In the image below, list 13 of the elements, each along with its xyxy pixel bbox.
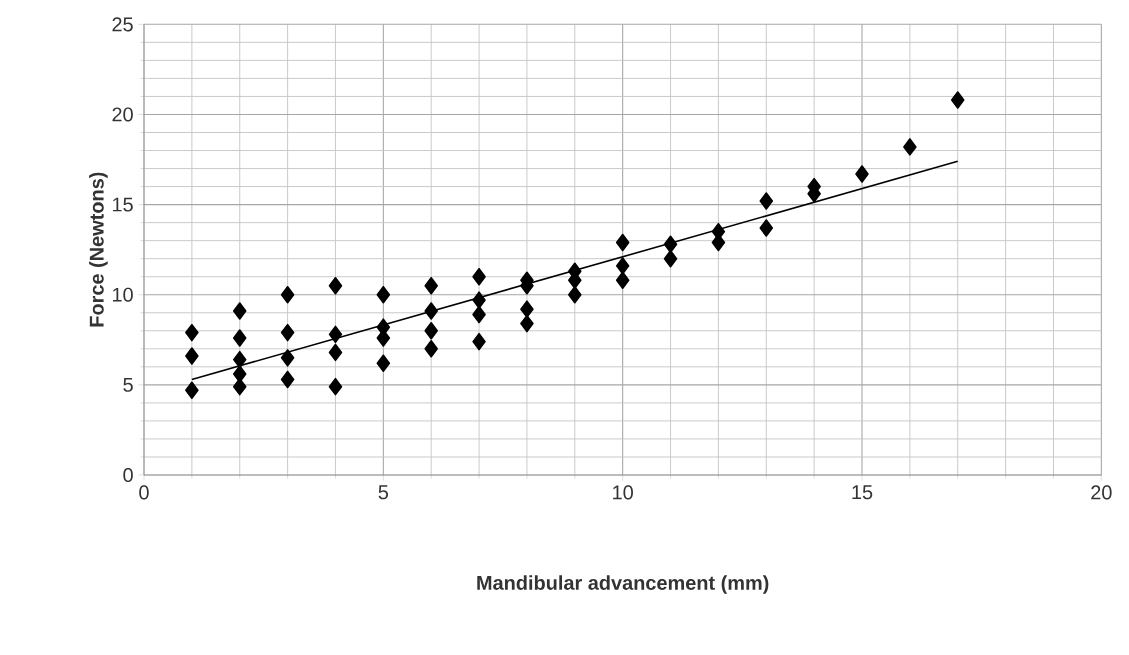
x-tick-label: 0 [139,485,149,500]
x-tick-label: 15 [852,485,873,500]
y-tick-label: 0 [123,467,133,483]
x-tick-label: 20 [1091,485,1112,500]
y-tick-label: 20 [112,107,133,122]
x-tick-label: 5 [378,485,389,500]
y-axis-title: Force (Newtons) [89,172,108,327]
x-axis-title: Mandibular advancement (mm) [477,575,769,594]
y-tick-label: 10 [113,287,133,302]
y-tick-label: 15 [113,197,133,212]
y-tick-label: 5 [123,377,133,392]
y-tick-label: 25 [112,17,133,32]
x-tick-label: 10 [613,485,633,500]
